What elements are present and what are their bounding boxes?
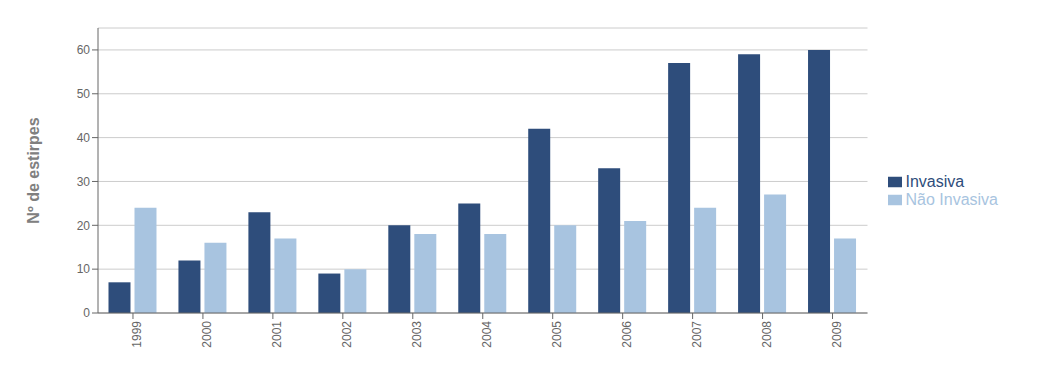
svg-text:2009: 2009: [830, 321, 844, 348]
svg-text:2008: 2008: [760, 321, 774, 348]
svg-text:10: 10: [77, 262, 91, 276]
svg-text:2005: 2005: [550, 321, 564, 348]
svg-text:2002: 2002: [340, 321, 354, 348]
svg-text:2001: 2001: [270, 321, 284, 348]
svg-text:40: 40: [77, 131, 91, 145]
svg-text:60: 60: [77, 43, 91, 57]
svg-text:20: 20: [77, 219, 91, 233]
svg-text:30: 30: [77, 175, 91, 189]
html-text:Não Invasiva: Não Invasiva: [905, 190, 998, 208]
svg-text:2000: 2000: [200, 321, 214, 348]
svg-text:50: 50: [77, 87, 91, 101]
svg-text:2006: 2006: [620, 321, 634, 348]
html-text:Invasiva: Invasiva: [905, 172, 965, 190]
svg-text:2003: 2003: [410, 321, 424, 348]
svg-text:Nº de estirpes: Nº de estirpes: [25, 117, 42, 223]
svg-text:2007: 2007: [690, 321, 704, 348]
svg-text:1999: 1999: [130, 321, 144, 348]
svg-text:2004: 2004: [480, 321, 494, 348]
svg-text:0: 0: [83, 306, 90, 320]
